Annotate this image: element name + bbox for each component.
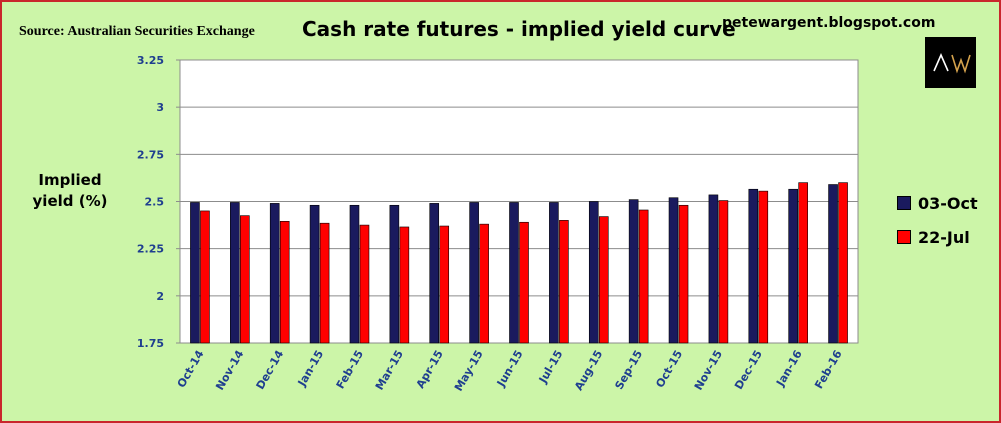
bar-2 [559, 220, 569, 344]
bar-1 [309, 204, 320, 344]
bar-1 [469, 202, 479, 344]
bar-2 [838, 182, 848, 344]
bar-1 [509, 202, 519, 344]
aw-logo [925, 37, 976, 88]
bar-2 [798, 182, 808, 344]
bar-1 [429, 203, 440, 344]
legend-label-series-2: 22-Jul [918, 227, 970, 247]
bar-2 [758, 190, 769, 344]
legend-swatch-series-2 [897, 230, 911, 244]
bar-2 [638, 209, 649, 344]
chart-title: Cash rate futures - implied yield curve [302, 17, 736, 41]
bar-1 [230, 202, 240, 344]
bar-2 [359, 224, 370, 344]
legend-swatch-series-1 [897, 196, 911, 210]
x-tick-label: Jul-15 [536, 348, 566, 386]
legend-item-series-1: 03-Oct [897, 186, 978, 220]
y-tick-label: 1.75 [137, 337, 164, 350]
bar-1 [748, 188, 759, 344]
x-tick-label: Dec-14 [254, 348, 287, 392]
bar-1 [628, 199, 639, 344]
x-tick-label: Jan-15 [295, 348, 326, 389]
bar-2 [678, 204, 689, 344]
source-note: Source: Australian Securities Exchange [19, 24, 255, 39]
aw-logo-mark [932, 52, 971, 73]
bar-2 [718, 200, 729, 344]
bar-1 [788, 188, 798, 344]
legend-item-series-2: 22-Jul [897, 220, 978, 254]
legend-label-series-1: 03-Oct [918, 193, 978, 213]
bar-2 [240, 215, 250, 344]
bar-2 [519, 221, 529, 344]
y-axis-label-line-1: Implied [38, 171, 102, 189]
bar-2 [319, 222, 330, 344]
bar-1 [708, 194, 719, 344]
x-tick-label: Mar-15 [373, 348, 406, 392]
y-axis-label-line-2: yield (%) [32, 192, 108, 210]
x-tick-label: Nov-14 [213, 348, 246, 393]
x-tick-label: May-15 [452, 348, 486, 394]
x-tick-label: Feb-15 [334, 348, 366, 391]
y-tick-label: 2 [156, 290, 164, 303]
y-tick-label: 3.25 [137, 54, 164, 67]
y-tick-label: 2.5 [145, 196, 165, 209]
bar-2 [479, 223, 489, 344]
x-tick-label: Nov-15 [692, 348, 725, 392]
x-tick-label: Apr-15 [414, 348, 446, 391]
x-tick-label: Jun-15 [494, 348, 526, 390]
bar-1 [190, 202, 200, 344]
x-tick-label: Dec-15 [732, 348, 765, 392]
y-axis-label: Implied yield (%) [30, 170, 110, 212]
bar-1 [549, 202, 559, 344]
bar-1 [828, 184, 838, 344]
bar-1 [389, 204, 400, 344]
x-tick-label: Aug-15 [572, 348, 605, 393]
y-tick-label: 2.25 [137, 243, 164, 256]
y-tick-label: 3 [156, 101, 164, 114]
x-tick-label: Jan-16 [773, 348, 805, 390]
bar-1 [588, 201, 599, 344]
x-tick-label: Feb-16 [812, 348, 845, 391]
bar-2 [399, 226, 410, 344]
bar-2 [439, 225, 450, 344]
bar-2 [598, 216, 609, 344]
x-tick-label: Oct-15 [653, 348, 685, 390]
legend: 03-Oct 22-Jul [897, 186, 978, 254]
y-tick-label: 2.75 [137, 148, 164, 161]
bar-2 [200, 210, 210, 344]
bar-2 [279, 221, 290, 344]
bar-1 [269, 203, 280, 344]
bar-1 [668, 197, 679, 344]
blog-url: petewargent.blogspot.com [722, 15, 936, 31]
x-tick-label: Oct-14 [175, 348, 207, 390]
bar-1 [349, 204, 360, 344]
x-tick-label: Sep-15 [612, 348, 645, 392]
